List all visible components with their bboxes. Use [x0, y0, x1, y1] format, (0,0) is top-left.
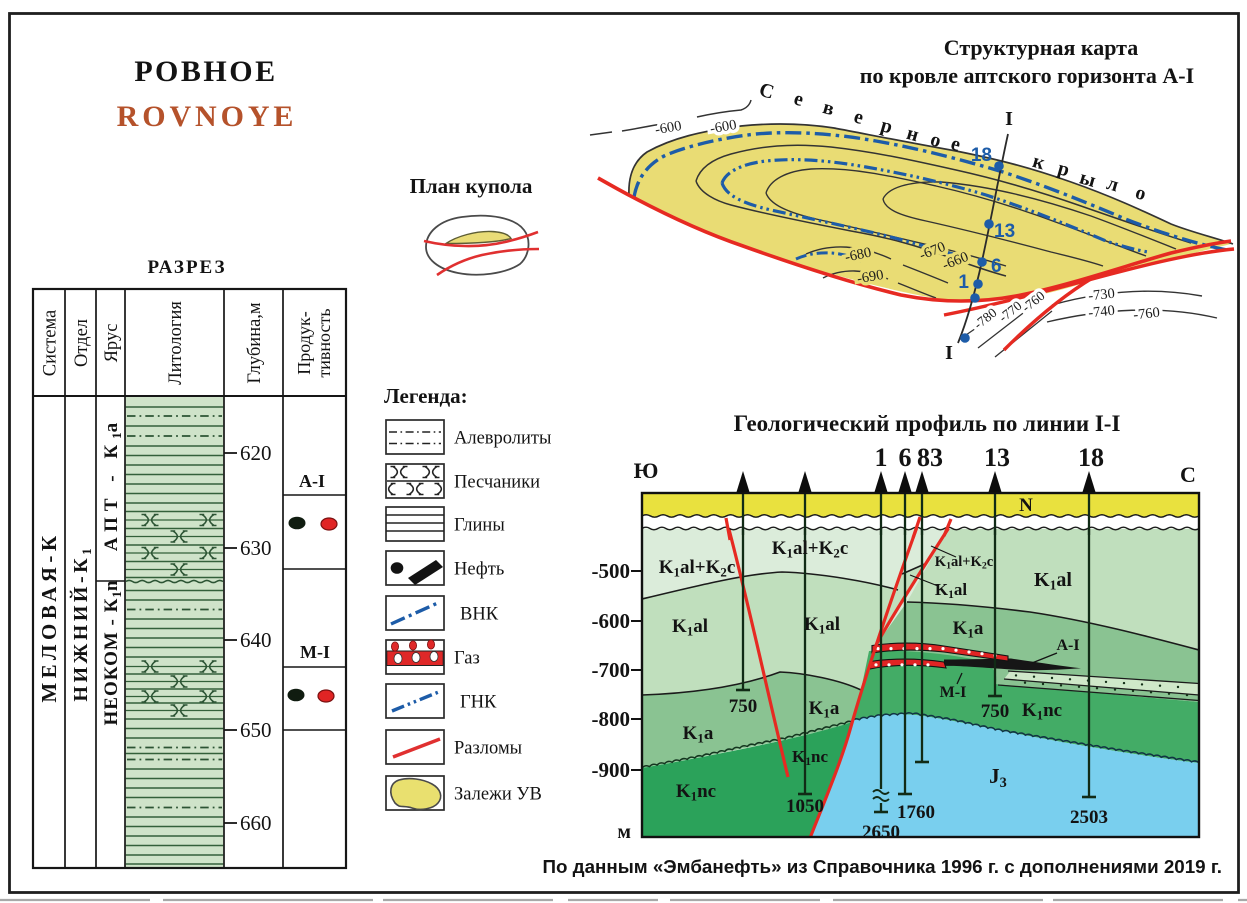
svg-text:-800: -800: [592, 707, 631, 731]
svg-text:С: С: [1180, 462, 1196, 487]
svg-text:6: 6: [991, 256, 1002, 277]
svg-text:K1al: K1al: [672, 616, 708, 638]
svg-text:Нефть: Нефть: [454, 560, 504, 580]
svg-text:750: 750: [729, 696, 758, 717]
svg-text:Глубина,м: Глубина,м: [245, 302, 265, 384]
svg-text:ГНК: ГНК: [460, 693, 497, 713]
svg-text:НЕОКОМ - К1n: НЕОКОМ - К1n: [101, 580, 124, 725]
svg-text:-740: -740: [1088, 303, 1116, 322]
svg-text:83: 83: [917, 443, 943, 472]
svg-text:1050: 1050: [786, 796, 824, 817]
svg-text:-760: -760: [1133, 305, 1161, 324]
svg-text:-730: -730: [1088, 286, 1116, 305]
svg-text:K1al: K1al: [935, 580, 968, 601]
svg-text:Легенда:: Легенда:: [384, 384, 468, 408]
svg-text:Глины: Глины: [454, 516, 505, 536]
svg-text:м: м: [617, 821, 631, 843]
svg-text:2503: 2503: [1070, 807, 1108, 828]
svg-text:I: I: [945, 342, 953, 364]
svg-text:630: 630: [240, 536, 272, 560]
svg-text:План купола: План купола: [410, 174, 533, 198]
svg-text:K1a: K1a: [809, 698, 840, 720]
svg-text:М-I: М-I: [940, 684, 967, 701]
svg-text:Ярус: Ярус: [102, 324, 122, 363]
svg-text:K1nc: K1nc: [1022, 700, 1062, 722]
svg-text:660: 660: [240, 811, 272, 835]
svg-text:по кровле аптского горизонта А: по кровле аптского горизонта А-I: [860, 63, 1194, 88]
svg-text:Геологический профиль по линии: Геологический профиль по линии I-I: [734, 411, 1121, 436]
svg-text:6: 6: [899, 443, 912, 472]
svg-text:А-I: А-I: [299, 471, 325, 491]
svg-text:С: С: [757, 79, 777, 104]
svg-text:I: I: [1005, 108, 1013, 130]
svg-text:650: 650: [240, 718, 272, 742]
svg-text:РОВНОЕ: РОВНОЕ: [134, 55, 277, 88]
svg-text:K1al: K1al: [1034, 569, 1072, 593]
svg-text:РАЗРЕЗ: РАЗРЕЗ: [148, 257, 227, 278]
svg-text:Структурная карта: Структурная карта: [944, 35, 1139, 60]
svg-text:Ю: Ю: [634, 458, 659, 483]
svg-text:1760: 1760: [897, 802, 935, 823]
svg-text:K1nc: K1nc: [676, 781, 716, 803]
svg-text:18: 18: [971, 145, 992, 166]
svg-text:Система: Система: [41, 310, 61, 377]
svg-text:Разломы: Разломы: [454, 739, 522, 759]
svg-text:ы: ы: [1077, 167, 1098, 193]
svg-text:K1a: K1a: [953, 618, 984, 640]
svg-text:-700: -700: [592, 658, 631, 682]
svg-text:Продук-: Продук-: [294, 311, 314, 374]
svg-text:640: 640: [240, 628, 272, 652]
svg-text:ROVNOYE: ROVNOYE: [117, 100, 298, 133]
svg-text:Песчаники: Песчаники: [454, 473, 540, 493]
svg-text:620: 620: [240, 441, 272, 465]
svg-text:K1a: K1a: [683, 723, 714, 745]
svg-text:АПТ - К1а: АПТ - К1а: [101, 422, 124, 551]
svg-text:N: N: [1019, 495, 1033, 516]
svg-text:18: 18: [1078, 443, 1104, 472]
svg-text:М-I: М-I: [300, 642, 330, 662]
svg-text:Газ: Газ: [454, 649, 480, 669]
svg-text:Отдел: Отдел: [72, 319, 92, 367]
svg-text:Литология: Литология: [166, 301, 186, 385]
svg-text:1: 1: [958, 272, 969, 293]
svg-text:А-I: А-I: [1056, 637, 1079, 654]
svg-text:МЕЛОВАЯ-К: МЕЛОВАЯ-К: [37, 531, 61, 702]
svg-text:13: 13: [984, 443, 1010, 472]
svg-text:K1nc: K1nc: [792, 747, 828, 768]
svg-text:-500: -500: [592, 559, 631, 583]
svg-text:13: 13: [994, 221, 1015, 242]
svg-text:-600: -600: [592, 609, 631, 633]
svg-text:750: 750: [981, 701, 1010, 722]
svg-text:ВНК: ВНК: [460, 605, 499, 625]
svg-text:Алевролиты: Алевролиты: [454, 429, 551, 449]
svg-text:K1al: K1al: [804, 614, 840, 636]
svg-text:1: 1: [875, 443, 888, 472]
svg-text:-900: -900: [592, 758, 631, 782]
svg-text:По данным «Эмбанефть» из Справ: По данным «Эмбанефть» из Справочника 199…: [542, 856, 1222, 877]
svg-text:2650: 2650: [862, 822, 900, 843]
svg-text:Залежи УВ: Залежи УВ: [454, 785, 542, 805]
svg-text:НИЖНИЙ-К1: НИЖНИЙ-К1: [69, 548, 94, 701]
svg-text:тивность: тивность: [314, 308, 334, 377]
svg-text:K1al+K2c: K1al+K2c: [659, 557, 736, 579]
